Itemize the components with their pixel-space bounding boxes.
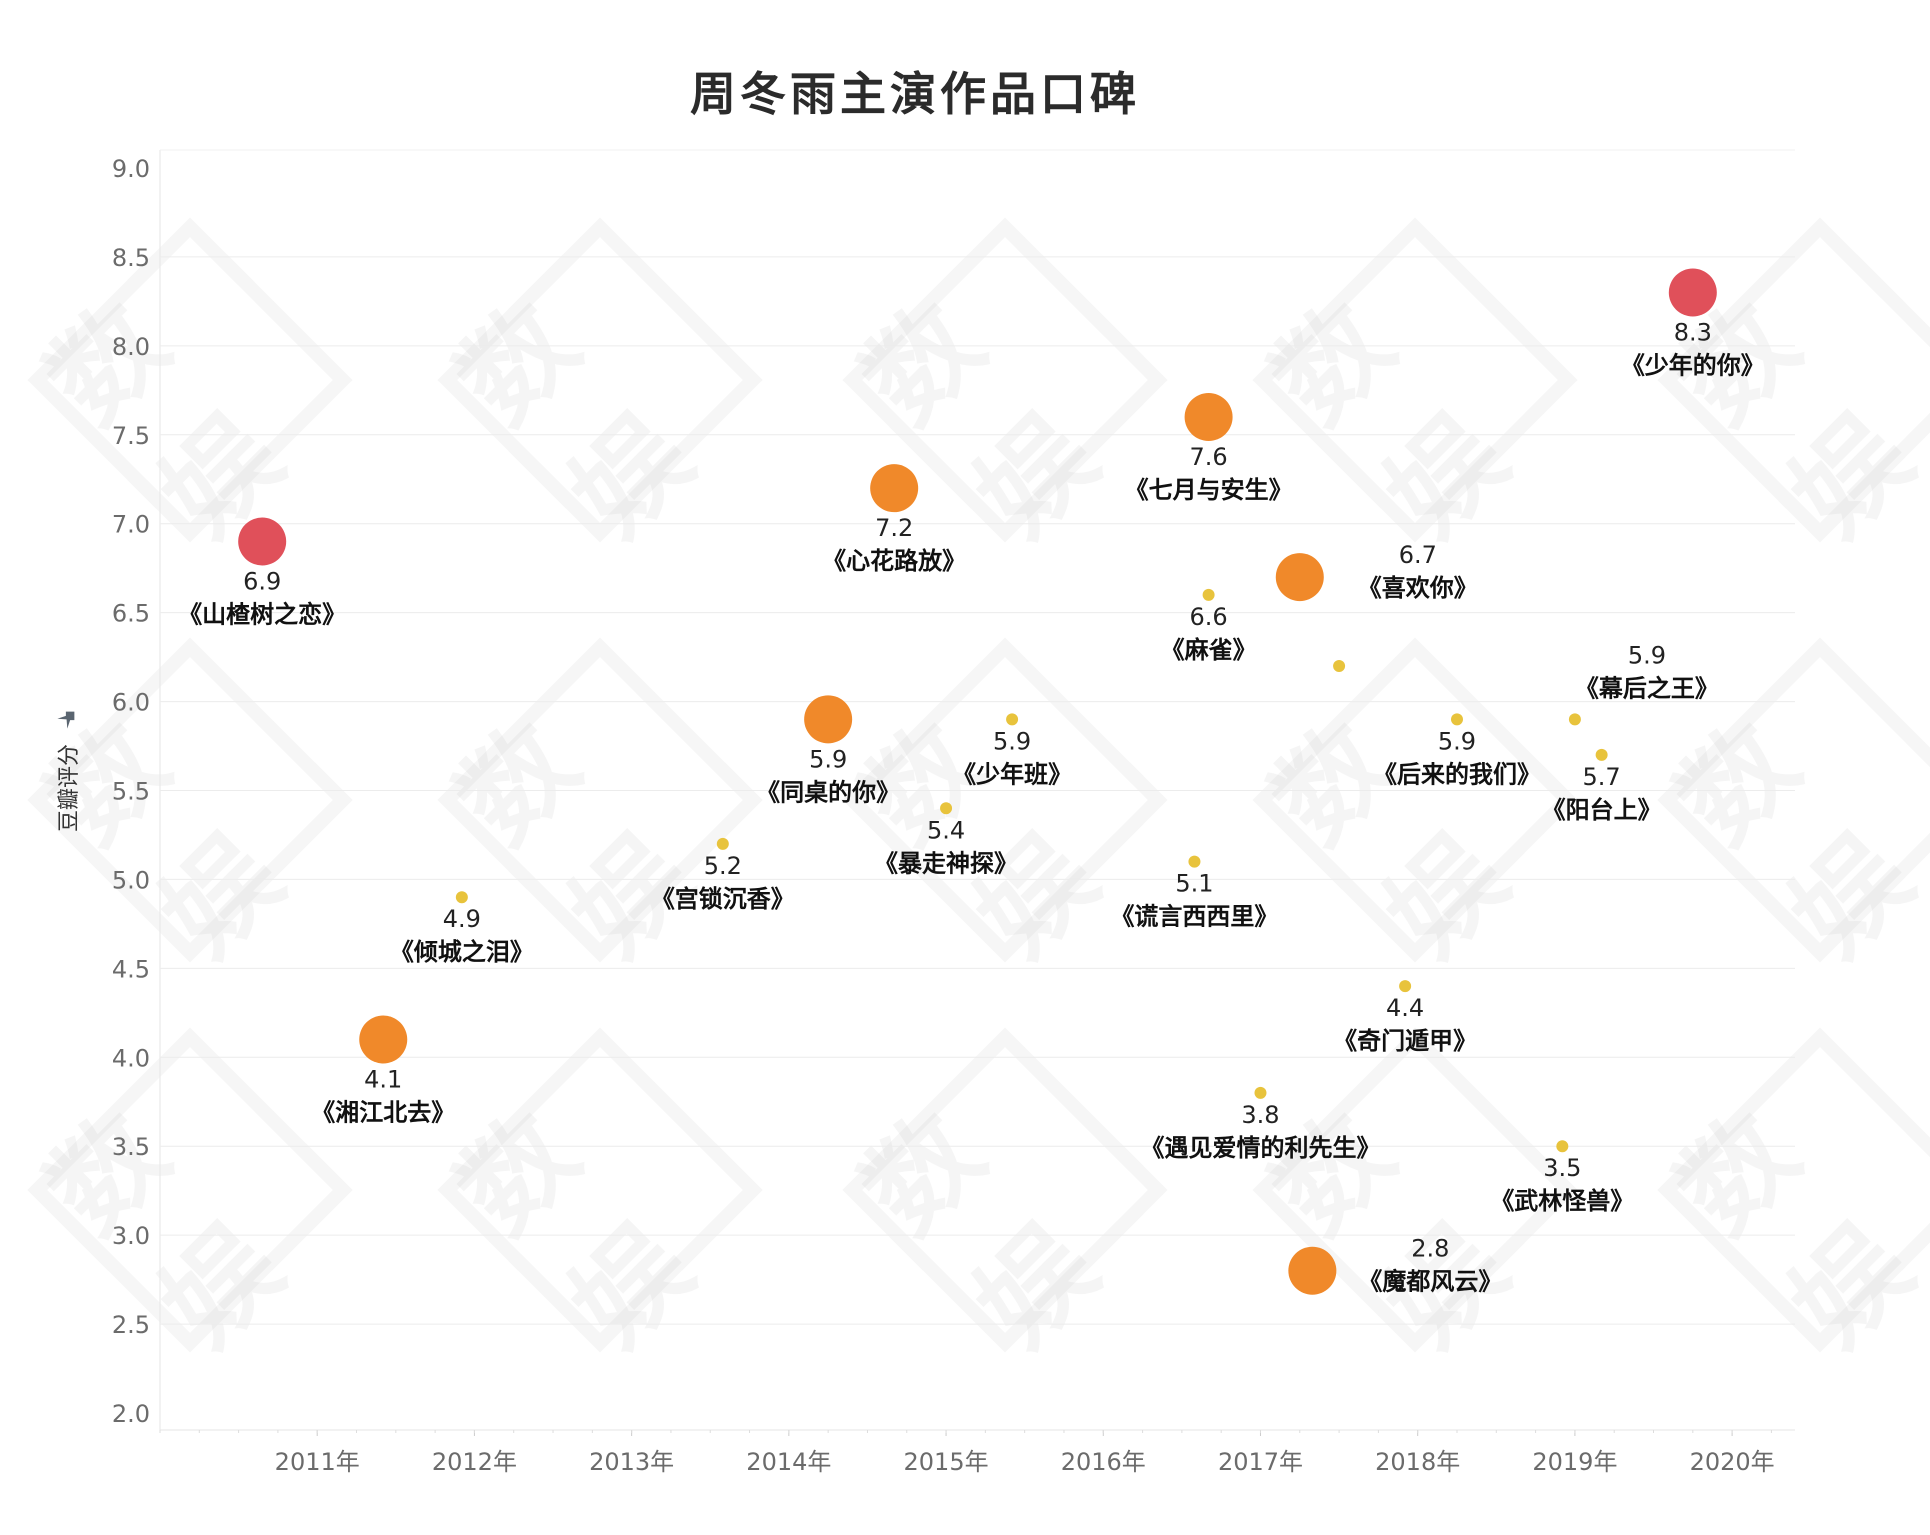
data-point [1275, 553, 1324, 602]
data-value-label: 8.3 [1674, 319, 1712, 347]
data-point [1202, 588, 1215, 601]
data-point [716, 837, 729, 850]
x-tick-label: 2018年 [1375, 1448, 1460, 1476]
data-title-label: 《少年班》 [952, 760, 1072, 788]
data-point [1450, 713, 1463, 726]
data-value-label: 5.1 [1175, 870, 1213, 898]
data-value-label: 6.6 [1190, 603, 1228, 631]
y-tick-label: 7.0 [112, 511, 150, 539]
data-title-label: 《魔都风云》 [1358, 1268, 1502, 1296]
data-point [804, 695, 853, 744]
y-axis-title: 豆瓣评分 [57, 744, 82, 832]
pin-icon [57, 711, 75, 729]
data-title-label: 《阳台上》 [1542, 796, 1662, 824]
data-point [1399, 980, 1412, 993]
data-value-label: 2.8 [1411, 1235, 1449, 1263]
data-value-label: 3.8 [1241, 1101, 1279, 1129]
x-tick-label: 2011年 [275, 1448, 360, 1476]
x-tick-label: 2020年 [1690, 1448, 1775, 1476]
data-point [1254, 1086, 1267, 1099]
chart-title: 周冬雨主演作品口碑 [690, 67, 1140, 121]
x-tick-label: 2015年 [904, 1448, 989, 1476]
data-title-label: 《山楂树之恋》 [178, 601, 346, 629]
y-tick-label: 7.5 [112, 422, 150, 450]
y-tick-label: 2.0 [112, 1400, 150, 1428]
data-point [1668, 268, 1717, 317]
data-value-label: 6.7 [1399, 541, 1437, 569]
data-title-label: 《奇门遁甲》 [1333, 1027, 1477, 1055]
data-title-label: 《同桌的你》 [756, 778, 900, 806]
y-tick-label: 2.5 [112, 1311, 150, 1339]
axes: 9.0 8.5 8.0 7.5 7.0 6.5 6.0 5.5 5.0 4.5 4.0 3.5 3.0 2… [57, 155, 1775, 1476]
data-value-label: 7.6 [1190, 443, 1228, 471]
data-point [870, 464, 919, 513]
data-title-label: 《湘江北去》 [311, 1099, 455, 1127]
data-point [359, 1015, 408, 1064]
data-point [455, 891, 468, 904]
x-tick-label: 2017年 [1218, 1448, 1303, 1476]
y-tick-label: 3.0 [112, 1222, 150, 1250]
data-point [238, 517, 287, 566]
data-title-label: 《麻雀》 [1161, 636, 1257, 664]
y-tick-label: 6.5 [112, 600, 150, 628]
data-title-label: 《谎言西西里》 [1110, 903, 1278, 931]
data-point [1006, 713, 1019, 726]
y-tick-label: 9.0 [112, 155, 150, 183]
data-title-label: 《少年的你》 [1621, 352, 1765, 380]
y-tick-label: 4.5 [112, 955, 150, 983]
data-title-label: 《暴走神探》 [874, 849, 1018, 877]
data-title-label: 《武林怪兽》 [1490, 1187, 1634, 1215]
x-tick-label: 2012年 [432, 1448, 517, 1476]
data-title-label: 《宫锁沉香》 [651, 885, 795, 913]
data-points [238, 268, 1717, 1295]
x-tick-label: 2019年 [1532, 1448, 1617, 1476]
data-value-label: 4.4 [1386, 994, 1424, 1022]
data-value-label: 5.2 [704, 852, 742, 880]
y-tick-label: 6.0 [112, 689, 150, 717]
data-value-label: 5.9 [993, 727, 1031, 755]
y-tick-label: 8.0 [112, 333, 150, 361]
data-point [940, 802, 953, 815]
data-value-label: 4.1 [364, 1066, 402, 1094]
data-title-label: 《心花路放》 [822, 547, 966, 575]
data-title-label: 《喜欢你》 [1358, 574, 1478, 602]
x-tick-label: 2014年 [746, 1448, 831, 1476]
data-value-label: 5.7 [1583, 763, 1621, 791]
data-point [1288, 1246, 1337, 1295]
data-value-label: 3.5 [1543, 1154, 1581, 1182]
data-point [1184, 393, 1233, 441]
y-tick-label: 5.0 [112, 866, 150, 894]
data-value-label: 6.9 [243, 568, 281, 596]
data-title-label: 《幕后之王》 [1575, 674, 1719, 702]
data-title-label: 《后来的我们》 [1373, 760, 1541, 788]
data-point [1188, 855, 1201, 868]
gridlines [159, 149, 1795, 1431]
y-tick-label: 4.0 [112, 1044, 150, 1072]
data-point [1556, 1140, 1569, 1153]
data-value-label: 5.9 [1438, 727, 1476, 755]
y-tick-label: 3.5 [112, 1133, 150, 1161]
data-labels: 6.9 《山楂树之恋》 4.1 《湘江北去》 4.9 《倾城之泪》 5.2 《宫锁沉香》 5.9… [178, 319, 1765, 1296]
data-point [1333, 660, 1346, 672]
data-title-label: 《倾城之泪》 [390, 938, 534, 966]
data-value-label: 5.9 [1628, 641, 1666, 669]
data-value-label: 4.9 [443, 905, 481, 933]
data-value-label: 5.4 [927, 816, 965, 844]
y-tick-label: 5.5 [112, 778, 150, 806]
data-title-label: 《遇见爱情的利先生》 [1140, 1134, 1380, 1162]
data-point [1595, 748, 1608, 761]
data-title-label: 《七月与安生》 [1125, 476, 1293, 504]
x-tick-label: 2013年 [589, 1448, 674, 1476]
data-value-label: 7.2 [875, 514, 913, 542]
data-value-label: 5.9 [809, 745, 847, 773]
data-point [1568, 713, 1581, 726]
x-tick-label: 2016年 [1061, 1448, 1146, 1476]
y-tick-label: 8.5 [112, 244, 150, 272]
